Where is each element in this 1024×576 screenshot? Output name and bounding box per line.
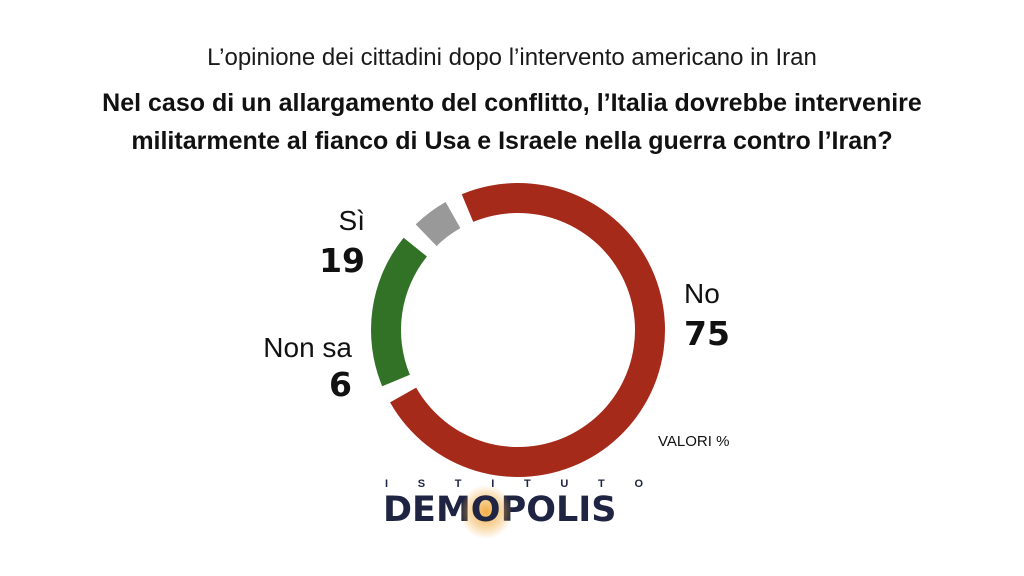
logo-top-letter: I: [491, 478, 495, 490]
logo-o-emblem: O: [460, 484, 511, 540]
slice-value: 19: [319, 241, 365, 280]
chart-title: Nel caso di un allargamento del conflitt…: [102, 89, 922, 155]
logo-top-letter: S: [417, 478, 426, 490]
slice-label: Sì: [339, 205, 365, 236]
slice-value: 6: [329, 365, 352, 404]
logo-top-letter: U: [560, 478, 569, 490]
logo-wordmark: DEM O POLIS: [383, 484, 617, 540]
logo-top-letter: T: [598, 478, 605, 490]
logo-top-letter: T: [523, 478, 531, 490]
slice-label: No: [684, 278, 720, 309]
donut-labels: No 75 Sì 19 Non sa6: [263, 205, 730, 404]
logo-top-letter: I: [385, 478, 389, 490]
donut-slices: [371, 183, 665, 478]
logo-glow-icon: [460, 484, 511, 540]
logo-top-letter: T: [454, 478, 462, 490]
logo-name-start: DEM: [383, 490, 471, 530]
unit-note: VALORI %: [658, 433, 730, 450]
donut-slice-non-sa: [415, 202, 461, 246]
slice-value: 75: [684, 314, 730, 353]
slice-label: Non sa: [263, 332, 352, 363]
donut-slice-si: [371, 237, 427, 387]
logo-top-letter: O: [634, 478, 643, 490]
chart-supertitle: L’opinione dei cittadini dopo l’interven…: [207, 44, 817, 71]
logo-name-end: POLIS: [500, 490, 617, 530]
logo-o-letter: O: [470, 490, 501, 530]
